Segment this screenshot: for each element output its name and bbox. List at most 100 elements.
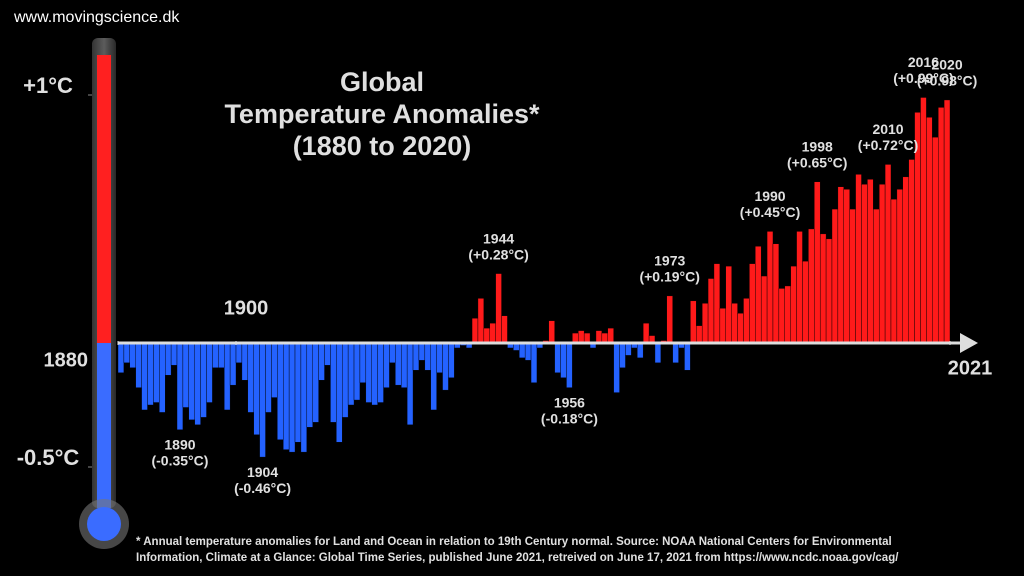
annotation-year: 2016 (908, 54, 939, 70)
bar (241, 342, 249, 381)
bar (489, 322, 496, 344)
y-tick-label: -0.5°C (17, 445, 80, 470)
bar (135, 342, 142, 388)
bar (831, 208, 839, 344)
bar (153, 342, 160, 403)
bar (566, 342, 573, 388)
annotation-year: 1956 (554, 394, 585, 410)
bar (701, 303, 709, 344)
bar (690, 300, 697, 344)
x-axis-arrow (960, 333, 978, 353)
bar (932, 136, 939, 344)
annotation-year: 1904 (247, 464, 278, 480)
x-tick-label: 2021 (948, 357, 993, 379)
bar (595, 330, 603, 344)
bar (837, 186, 844, 344)
bar (719, 308, 726, 344)
bar (890, 198, 898, 344)
bar (436, 342, 443, 373)
annotation-value: (+0.28°C) (468, 246, 528, 262)
bar (495, 273, 502, 344)
bar (170, 342, 178, 366)
bar (937, 107, 945, 344)
bar (696, 325, 703, 344)
bar (300, 342, 308, 453)
bar (808, 228, 815, 344)
bar (253, 342, 260, 435)
bar (642, 322, 650, 344)
bar (418, 342, 426, 361)
bar (165, 342, 172, 376)
bar (790, 265, 797, 344)
bar (884, 164, 892, 344)
bar (654, 342, 662, 364)
annotation-value: (-0.46°C) (234, 480, 291, 496)
bar (637, 342, 644, 359)
bar (212, 342, 219, 368)
bar (430, 342, 437, 411)
bar (353, 342, 361, 401)
bar (312, 342, 319, 423)
bar (129, 342, 136, 368)
bar (755, 246, 762, 344)
bar (259, 342, 266, 458)
bar (814, 181, 821, 344)
bar (731, 303, 738, 344)
bar (477, 298, 485, 344)
annotation-value: (+0.65°C) (787, 155, 847, 171)
bar (265, 342, 272, 413)
y-tick-label: +1°C (23, 73, 73, 98)
bar (483, 327, 490, 344)
bar (347, 342, 355, 406)
x-tick-label: 1900 (224, 297, 269, 319)
bar (395, 342, 402, 386)
annotation-value: (-0.18°C) (541, 410, 598, 426)
bar (772, 243, 780, 344)
footnote: Information, Climate at a Glance: Global… (136, 552, 899, 564)
bar (342, 342, 349, 418)
bar (141, 342, 148, 411)
bar (778, 288, 785, 344)
bar (725, 265, 732, 344)
bar (684, 342, 691, 371)
bar (206, 342, 213, 403)
bar (288, 342, 296, 453)
bar (784, 285, 791, 344)
bar (519, 342, 526, 359)
bar (336, 342, 343, 443)
bar (218, 342, 225, 368)
annotation-year: 2010 (872, 121, 903, 137)
bar (229, 342, 237, 386)
thermometer (79, 38, 129, 549)
bar (548, 320, 555, 344)
bar (861, 184, 868, 344)
bar (867, 179, 874, 344)
bar (318, 342, 325, 381)
bar (530, 342, 538, 383)
bar (849, 208, 856, 344)
bar (926, 117, 933, 344)
bar (365, 342, 372, 403)
bar (224, 342, 231, 411)
bar (672, 342, 679, 364)
bar (377, 342, 384, 403)
bar (607, 327, 614, 344)
bar (401, 342, 408, 388)
annotation-year: 1973 (654, 253, 685, 269)
chart-title: Global (340, 67, 424, 97)
bar (578, 330, 585, 344)
annotation-value: (+0.98°C) (917, 73, 977, 89)
bar (371, 342, 378, 406)
bar (294, 342, 302, 443)
bar (902, 176, 909, 344)
bar (613, 342, 620, 393)
bar (306, 342, 313, 428)
bar (389, 342, 396, 364)
bar (896, 189, 903, 344)
bar (271, 342, 278, 398)
bar (159, 342, 166, 413)
x-tick-label: 1880 (44, 349, 89, 371)
bar (277, 342, 284, 440)
bar (625, 342, 632, 356)
